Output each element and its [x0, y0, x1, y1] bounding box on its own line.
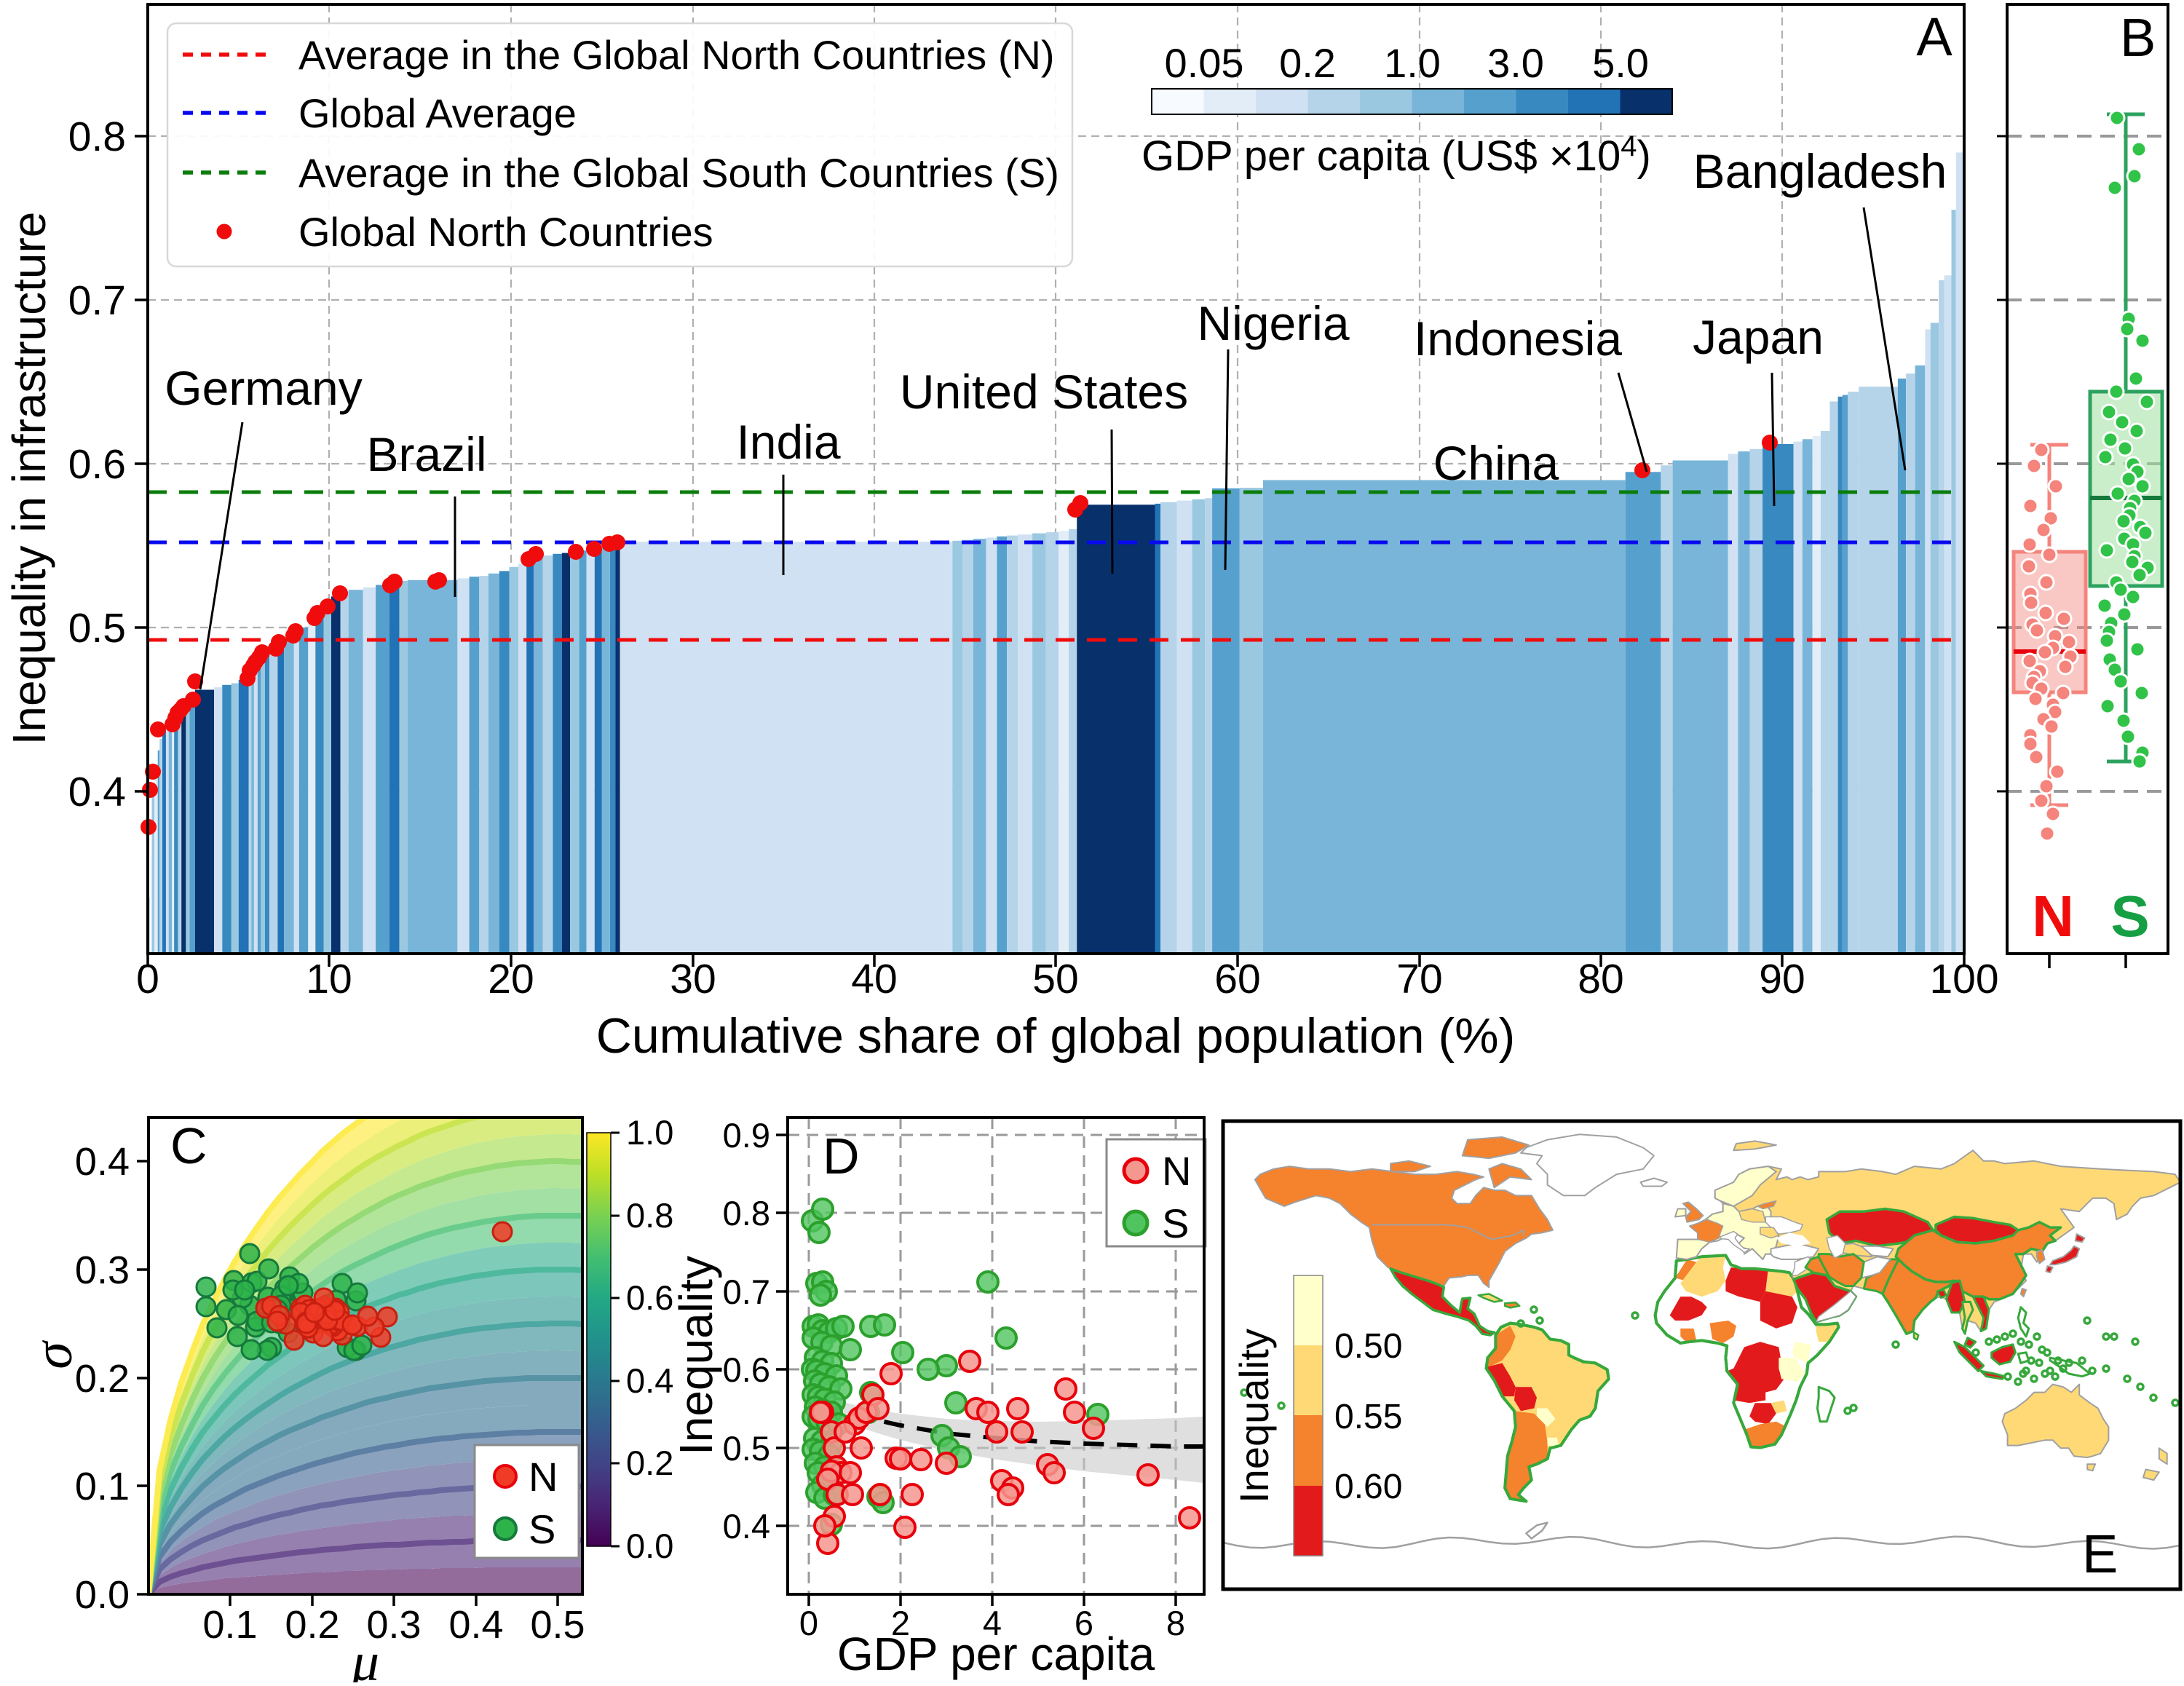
svg-text:0.2: 0.2: [1279, 40, 1336, 86]
svg-text:GDP per capita: GDP per capita: [837, 1628, 1155, 1680]
svg-text:20: 20: [488, 956, 534, 1002]
svg-text:China: China: [1433, 436, 1559, 490]
svg-text:0: 0: [799, 1604, 818, 1642]
svg-text:0.7: 0.7: [68, 277, 126, 324]
svg-text:0.4: 0.4: [448, 1603, 503, 1647]
svg-text:0.60: 0.60: [1334, 1468, 1402, 1506]
svg-text:0.5: 0.5: [68, 605, 126, 652]
svg-text:100: 100: [1929, 956, 1998, 1002]
svg-text:μ: μ: [351, 1631, 379, 1682]
svg-text:0.1: 0.1: [75, 1465, 130, 1508]
svg-text:D: D: [823, 1128, 860, 1184]
svg-text:1.0: 1.0: [1384, 40, 1441, 86]
svg-text:0.8: 0.8: [68, 114, 126, 160]
svg-text:0.3: 0.3: [75, 1248, 130, 1292]
svg-text:0.5: 0.5: [530, 1603, 585, 1647]
svg-text:0.4: 0.4: [68, 769, 126, 815]
svg-text:0.7: 0.7: [723, 1273, 770, 1311]
svg-text:N: N: [1162, 1148, 1191, 1194]
svg-text:5.0: 5.0: [1592, 40, 1649, 86]
svg-text:Average in the Global North Co: Average in the Global North Countries (N…: [298, 32, 1055, 78]
svg-text:Global North Countries: Global North Countries: [298, 209, 713, 255]
svg-text:0.50: 0.50: [1334, 1327, 1402, 1366]
svg-text:1.0: 1.0: [626, 1113, 673, 1152]
svg-text:Nigeria: Nigeria: [1197, 296, 1349, 350]
svg-text:0.05: 0.05: [1165, 40, 1244, 86]
svg-text:N: N: [529, 1454, 558, 1500]
svg-text:0.9: 0.9: [723, 1116, 770, 1155]
svg-text:S: S: [1162, 1200, 1189, 1246]
svg-text:Bangladesh: Bangladesh: [1693, 144, 1947, 198]
svg-text:90: 90: [1759, 956, 1805, 1002]
svg-text:Indonesia: Indonesia: [1414, 312, 1623, 365]
svg-text:80: 80: [1578, 956, 1623, 1002]
svg-text:60: 60: [1214, 956, 1260, 1002]
svg-text:0.55: 0.55: [1334, 1398, 1402, 1436]
svg-text:E: E: [2082, 1524, 2118, 1584]
svg-text:S: S: [2110, 884, 2149, 949]
svg-text:0.1: 0.1: [202, 1603, 257, 1647]
svg-text:N: N: [2032, 884, 2074, 949]
svg-text:3.0: 3.0: [1487, 40, 1544, 86]
svg-text:40: 40: [851, 956, 897, 1002]
svg-text:50: 50: [1032, 956, 1078, 1002]
svg-text:0.4: 0.4: [723, 1507, 770, 1546]
svg-text:Germany: Germany: [165, 361, 362, 415]
svg-text:10: 10: [306, 956, 352, 1002]
svg-text:70: 70: [1396, 956, 1442, 1002]
svg-text:Global Average: Global Average: [298, 90, 577, 136]
svg-text:GDP per capita (US$ ×104): GDP per capita (US$ ×104): [1142, 130, 1651, 180]
svg-text:C: C: [170, 1117, 207, 1174]
svg-text:0.4: 0.4: [626, 1361, 673, 1400]
svg-text:4: 4: [983, 1604, 1002, 1642]
svg-text:S: S: [529, 1506, 555, 1552]
svg-text:2: 2: [891, 1604, 910, 1642]
svg-text:0.2: 0.2: [75, 1357, 130, 1401]
svg-text:0.0: 0.0: [626, 1527, 673, 1565]
svg-text:σ: σ: [23, 1340, 84, 1369]
svg-text:30: 30: [670, 956, 716, 1002]
svg-text:0.2: 0.2: [285, 1603, 339, 1647]
svg-text:B: B: [2120, 7, 2156, 68]
svg-text:0: 0: [136, 956, 159, 1002]
svg-text:Brazil: Brazil: [366, 427, 486, 481]
svg-text:0.2: 0.2: [626, 1444, 673, 1482]
svg-text:Average in the Global South Co: Average in the Global South Countries (S…: [298, 150, 1059, 196]
svg-text:Inequality: Inequality: [1231, 1329, 1277, 1503]
svg-text:0.4: 0.4: [75, 1140, 130, 1184]
svg-text:Inequality: Inequality: [670, 1256, 722, 1455]
svg-text:0.6: 0.6: [626, 1278, 673, 1317]
svg-text:0.5: 0.5: [723, 1429, 770, 1468]
svg-text:India: India: [736, 415, 840, 469]
svg-text:United States: United States: [900, 365, 1188, 419]
svg-text:Inequality in infrastructure: Inequality in infrastructure: [3, 212, 55, 745]
svg-text:0.3: 0.3: [366, 1603, 421, 1647]
svg-text:0.6: 0.6: [68, 441, 126, 488]
svg-text:0.8: 0.8: [626, 1196, 673, 1235]
svg-text:0.8: 0.8: [723, 1194, 770, 1232]
svg-text:Japan: Japan: [1693, 310, 1824, 364]
svg-text:6: 6: [1075, 1604, 1093, 1642]
svg-text:A: A: [1916, 7, 1952, 67]
svg-text:0.0: 0.0: [75, 1573, 130, 1617]
svg-text:8: 8: [1166, 1604, 1185, 1642]
svg-text:0.6: 0.6: [723, 1350, 770, 1389]
svg-text:Cumulative share of global pop: Cumulative share of global population (%…: [596, 1008, 1515, 1064]
